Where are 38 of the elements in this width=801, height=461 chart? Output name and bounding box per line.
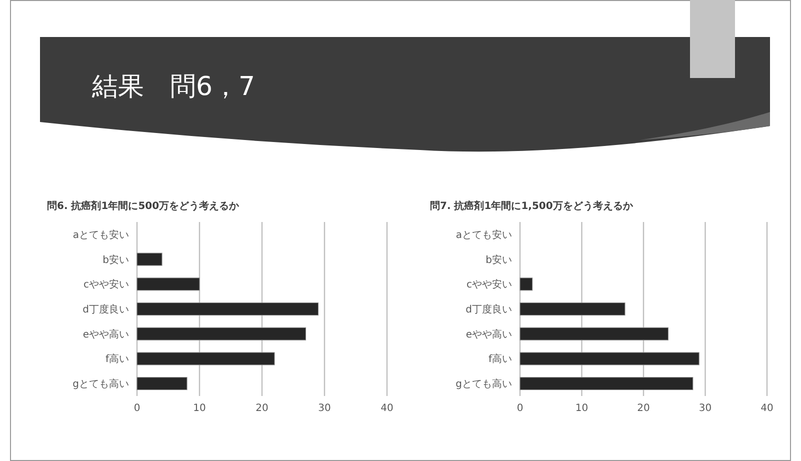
bar: [520, 327, 668, 340]
x-tick-label: 30: [318, 403, 331, 414]
y-tick-label: d丁度良い: [82, 304, 129, 316]
y-tick-label: f高い: [488, 353, 512, 366]
chart-title: 問7. 抗癌剤1年間に1,500万をどう考えるか: [430, 200, 634, 212]
bar: [136, 377, 188, 390]
x-tick-label: 20: [637, 403, 650, 414]
y-tick-label: cやや安い: [84, 278, 129, 291]
bar: [136, 252, 162, 266]
y-tick-label: b安い: [486, 254, 512, 266]
y-tick-label: d丁度良い: [466, 304, 512, 316]
y-tick-label: gとても高い: [456, 378, 512, 390]
x-tick-label: 10: [193, 403, 206, 414]
y-tick-label: aとても安い: [456, 228, 512, 241]
chart-title: 問6. 抗癌剤1年間に500万をどう考えるか: [47, 200, 240, 212]
x-tick-label: 0: [134, 403, 140, 414]
x-tick-label: 40: [760, 403, 774, 414]
bar: [136, 278, 200, 291]
y-tick-label: cやや安い: [466, 278, 512, 291]
bar: [136, 352, 275, 366]
y-tick-label: eやや高い: [466, 328, 512, 340]
bar: [520, 352, 700, 366]
x-tick-label: 40: [380, 403, 394, 414]
bar: [520, 302, 626, 316]
x-tick-label: 0: [516, 403, 524, 414]
bar: [520, 377, 694, 390]
text: 結果 問6，7: [91, 72, 256, 102]
x-tick-label: 20: [256, 403, 268, 414]
y-tick-label: aとても安い: [72, 228, 129, 241]
y-tick-label: eやや高い: [82, 328, 129, 340]
y-tick-label: f高い: [105, 353, 129, 366]
x-tick-label: 30: [698, 403, 712, 414]
bar: [136, 327, 306, 340]
bar: [520, 278, 533, 291]
y-tick-label: gとても高い: [72, 378, 129, 390]
x-tick-label: 10: [575, 403, 588, 414]
y-tick-label: b安い: [102, 254, 129, 266]
bar: [136, 302, 319, 316]
